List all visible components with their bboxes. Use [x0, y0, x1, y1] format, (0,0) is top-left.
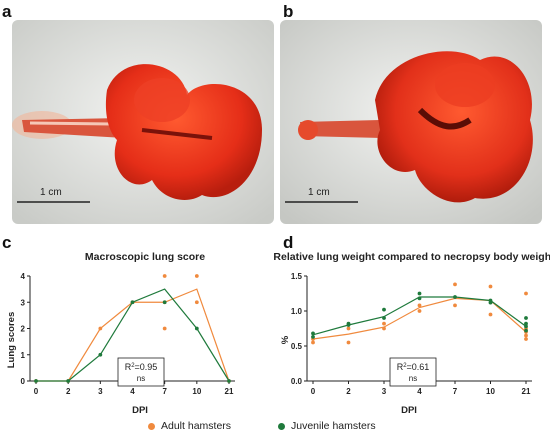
data-point-juvenile — [34, 379, 38, 383]
data-point-adult — [194, 274, 199, 278]
data-point-juvenile — [417, 296, 422, 301]
x-axis-label: DPI — [132, 405, 148, 416]
data-point-juvenile — [488, 298, 493, 303]
lung-photo-juvenile: 1 cm — [280, 20, 542, 224]
x-tick-label: 10 — [486, 387, 495, 396]
y-tick-label: 1.0 — [291, 307, 303, 316]
data-point-juvenile — [382, 316, 386, 320]
data-point-juvenile — [453, 295, 457, 299]
y-axis-label: % — [280, 335, 291, 344]
chart-lung-score: Macroscopic lung score 0 1 2 3 4 0 2 3 4 7 10 21 DP… — [6, 251, 235, 416]
panel-label-d: d — [283, 233, 294, 252]
legend-item-adult: Adult hamsters — [148, 420, 231, 432]
x-tick-label: 7 — [162, 387, 167, 396]
data-point-juvenile — [162, 300, 167, 305]
legend-marker-adult — [148, 422, 155, 430]
data-point-adult — [382, 326, 386, 331]
legend-marker-juvenile — [278, 422, 285, 430]
y-tick-label: 0 — [21, 377, 26, 386]
data-point-juvenile — [311, 335, 315, 339]
x-tick-label: 10 — [192, 387, 201, 396]
y-tick-label: 0.5 — [291, 342, 303, 351]
stats-annotation: R2=0.61 ns — [389, 357, 437, 387]
x-axis-label: DPI — [401, 405, 417, 416]
data-point-adult — [98, 326, 103, 331]
chart-title: Macroscopic lung score — [85, 251, 205, 263]
stats-annotation: R2=0.95 ns — [117, 357, 165, 387]
data-point-adult — [194, 300, 199, 305]
y-tick-label: 0.0 — [291, 377, 303, 386]
x-tick-label: 4 — [417, 387, 422, 396]
data-point-juvenile — [417, 291, 422, 296]
y-tick-label: 1.5 — [291, 272, 303, 281]
data-point-juvenile — [130, 300, 135, 305]
y-tick-label: 1 — [21, 351, 26, 360]
data-point-adult — [311, 340, 315, 345]
panel-label-a: a — [2, 2, 12, 21]
svg-text:ns: ns — [137, 374, 145, 383]
data-point-adult — [524, 337, 528, 341]
x-tick-label: 3 — [382, 387, 387, 396]
data-point-juvenile — [66, 379, 71, 383]
data-point-juvenile — [194, 326, 199, 331]
data-point-juvenile — [524, 324, 528, 329]
data-point-adult — [417, 303, 422, 308]
svg-text:R2=0.61: R2=0.61 — [397, 362, 430, 372]
data-point-adult — [524, 333, 528, 338]
data-point-adult — [453, 303, 457, 308]
lung-photo-adult: 1 cm — [12, 20, 274, 224]
chart-lung-weight: Relative lung weight compared to necrops… — [273, 251, 550, 416]
data-point-adult — [162, 326, 167, 331]
data-point-adult — [162, 274, 167, 278]
chart-title: Relative lung weight compared to necrops… — [273, 251, 550, 263]
svg-text:ns: ns — [409, 374, 417, 383]
legend: Adult hamsters Juvenile hamsters — [0, 420, 550, 436]
data-point-adult — [488, 284, 493, 289]
data-point-adult — [346, 326, 351, 331]
data-point-juvenile — [311, 331, 315, 336]
y-axis-label: Lung scores — [6, 312, 17, 369]
scale-bar-label-b: 1 cm — [308, 187, 330, 198]
x-tick-label: 4 — [130, 387, 135, 396]
data-point-adult — [453, 282, 457, 287]
data-point-juvenile — [346, 321, 351, 326]
x-tick-label: 3 — [98, 387, 103, 396]
legend-label-juvenile: Juvenile hamsters — [291, 420, 376, 432]
x-tick-label: 0 — [311, 387, 316, 396]
x-tick-label: 2 — [66, 387, 71, 396]
y-tick-label: 2 — [21, 325, 26, 334]
panel-label-b: b — [283, 2, 294, 21]
svg-text:R2=0.95: R2=0.95 — [125, 362, 158, 372]
data-point-juvenile — [382, 307, 386, 312]
data-point-adult — [346, 340, 351, 345]
data-point-juvenile — [227, 379, 231, 383]
data-point-adult — [488, 312, 493, 317]
data-point-juvenile — [98, 352, 103, 357]
legend-label-adult: Adult hamsters — [161, 420, 232, 432]
x-tick-label: 2 — [346, 387, 351, 396]
x-tick-label: 0 — [34, 387, 39, 396]
y-tick-label: 4 — [21, 272, 26, 281]
data-point-juvenile — [524, 321, 528, 326]
data-point-adult — [524, 291, 528, 296]
x-tick-label: 7 — [453, 387, 458, 396]
scale-bar-label-a: 1 cm — [40, 187, 62, 198]
series-line-juvenile — [312, 296, 527, 336]
x-tick-label: 21 — [522, 387, 531, 396]
data-point-juvenile — [524, 328, 528, 333]
panel-label-c: c — [2, 233, 12, 252]
y-tick-label: 3 — [21, 298, 26, 307]
data-point-juvenile — [524, 316, 528, 320]
data-point-adult — [417, 309, 422, 313]
legend-item-juvenile: Juvenile hamsters — [278, 420, 376, 432]
data-point-adult — [382, 321, 386, 326]
x-tick-label: 21 — [225, 387, 234, 396]
